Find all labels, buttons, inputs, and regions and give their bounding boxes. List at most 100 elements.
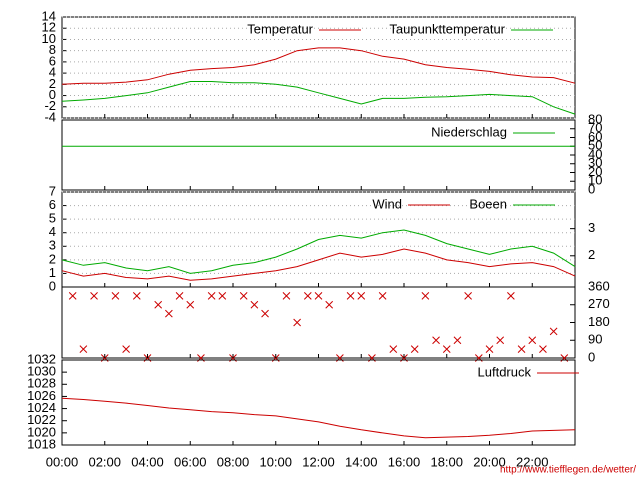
series-line <box>61 248 576 281</box>
scatter-point <box>549 327 558 336</box>
legend-label: Taupunkttemperatur <box>389 21 505 36</box>
legend-label: Niederschlag <box>431 124 507 139</box>
legend-label: Boeen <box>469 196 507 211</box>
y-tick-label: 4 <box>49 224 56 239</box>
scatter-point <box>539 345 547 353</box>
y2-tick-label: 20 <box>588 164 602 179</box>
x-tick-label: 18:00 <box>430 454 463 469</box>
scatter-point <box>485 345 494 353</box>
scatter-point <box>250 300 259 309</box>
x-tick-label: 10:00 <box>259 454 292 469</box>
y2-tick-label: 70 <box>588 120 602 135</box>
y-tick-label: 10 <box>42 31 56 46</box>
y2-tick-label: 0 <box>588 349 595 364</box>
y-tick-label: 1030 <box>27 364 56 379</box>
y-tick-label: 1024 <box>27 400 56 415</box>
y-tick-label: 1028 <box>27 376 56 391</box>
series-line <box>61 397 576 439</box>
scatter-point <box>239 292 248 300</box>
x-tick-label: 08:00 <box>217 454 250 469</box>
scatter-point <box>346 292 355 300</box>
scatter-point <box>453 336 462 345</box>
footer-link: http://www.tiefflegen.de/wetter/ <box>500 465 636 476</box>
scatter-point <box>218 292 227 300</box>
y-tick-label: 0 <box>49 278 56 293</box>
x-tick-label: 22:00 <box>516 454 549 469</box>
y-tick-label: 6 <box>49 197 56 212</box>
scatter-point <box>79 345 88 353</box>
y2-tick-label: 80 <box>588 111 602 126</box>
y-tick-label: 2 <box>49 76 56 91</box>
scatter-point <box>90 292 98 300</box>
y-tick-label: 4 <box>49 65 56 80</box>
scatter-point <box>261 309 269 318</box>
y-tick-label: 0 <box>49 87 56 102</box>
y-tick-label: 5 <box>49 211 56 226</box>
x-tick-label: 02:00 <box>88 454 121 469</box>
scatter-point <box>314 292 323 300</box>
y2-tick-label: 90 <box>588 332 602 347</box>
scatter-point <box>165 309 173 318</box>
scatter-point <box>432 336 440 345</box>
scatter-point <box>517 345 526 353</box>
y-tick-label: 1020 <box>27 424 56 439</box>
series-line <box>61 81 576 115</box>
series-line <box>61 229 576 274</box>
scatter-point <box>303 292 312 300</box>
scatter-point <box>378 292 387 300</box>
scatter-point <box>325 300 334 309</box>
series-line <box>61 47 576 85</box>
y-tick-label: 1022 <box>27 412 56 427</box>
scatter-point <box>186 300 195 309</box>
x-tick-label: 14:00 <box>345 454 378 469</box>
y2-tick-label: 2 <box>588 247 595 262</box>
legend-label: Luftdruck <box>478 364 532 379</box>
legend-label: Wind <box>372 196 402 211</box>
scatter-point <box>122 345 130 353</box>
scatter-point <box>111 292 120 300</box>
scatter-point <box>207 292 216 300</box>
y-tick-label: 7 <box>49 183 56 198</box>
scatter-point <box>175 292 184 300</box>
scatter-point <box>442 345 451 353</box>
scatter-point <box>507 292 515 300</box>
scatter-point <box>421 292 430 300</box>
y-tick-label: 1032 <box>27 351 56 366</box>
y2-tick-label: 0 <box>588 181 595 196</box>
y-tick-label: 8 <box>49 42 56 57</box>
y-tick-label: -2 <box>44 98 56 113</box>
legend-label: Temperatur <box>247 21 313 36</box>
scatter-point <box>68 292 77 300</box>
scatter-point <box>293 318 301 327</box>
y-tick-label: 14 <box>42 8 56 23</box>
x-tick-label: 06:00 <box>174 454 207 469</box>
y-tick-label: 12 <box>42 20 56 35</box>
scatter-point <box>464 292 472 300</box>
y-tick-label: 1018 <box>27 436 56 451</box>
scatter-point <box>410 345 419 353</box>
y-tick-label: 6 <box>49 53 56 68</box>
x-tick-label: 12:00 <box>302 454 335 469</box>
x-tick-label: 16:00 <box>388 454 421 469</box>
scatter-point <box>496 336 505 345</box>
x-tick-label: 00:00 <box>46 454 79 469</box>
y-tick-label: 2 <box>49 251 56 266</box>
scatter-point <box>389 345 398 353</box>
y2-tick-label: 40 <box>588 146 602 161</box>
y-tick-label: 1026 <box>27 388 56 403</box>
scatter-point <box>132 292 141 300</box>
y2-tick-label: 60 <box>588 129 602 144</box>
scatter-point <box>154 300 163 309</box>
y2-tick-label: 360 <box>588 278 610 293</box>
scatter-point <box>528 336 537 345</box>
y2-tick-label: 50 <box>588 138 602 153</box>
y2-tick-label: 180 <box>588 314 610 329</box>
y2-tick-label: 30 <box>588 155 602 170</box>
y2-tick-label: 10 <box>588 173 602 188</box>
y2-tick-label: 270 <box>588 296 610 311</box>
x-tick-label: 20:00 <box>473 454 506 469</box>
y-tick-label: 1 <box>49 265 56 280</box>
x-tick-label: 04:00 <box>131 454 164 469</box>
y2-tick-label: 3 <box>588 220 595 235</box>
